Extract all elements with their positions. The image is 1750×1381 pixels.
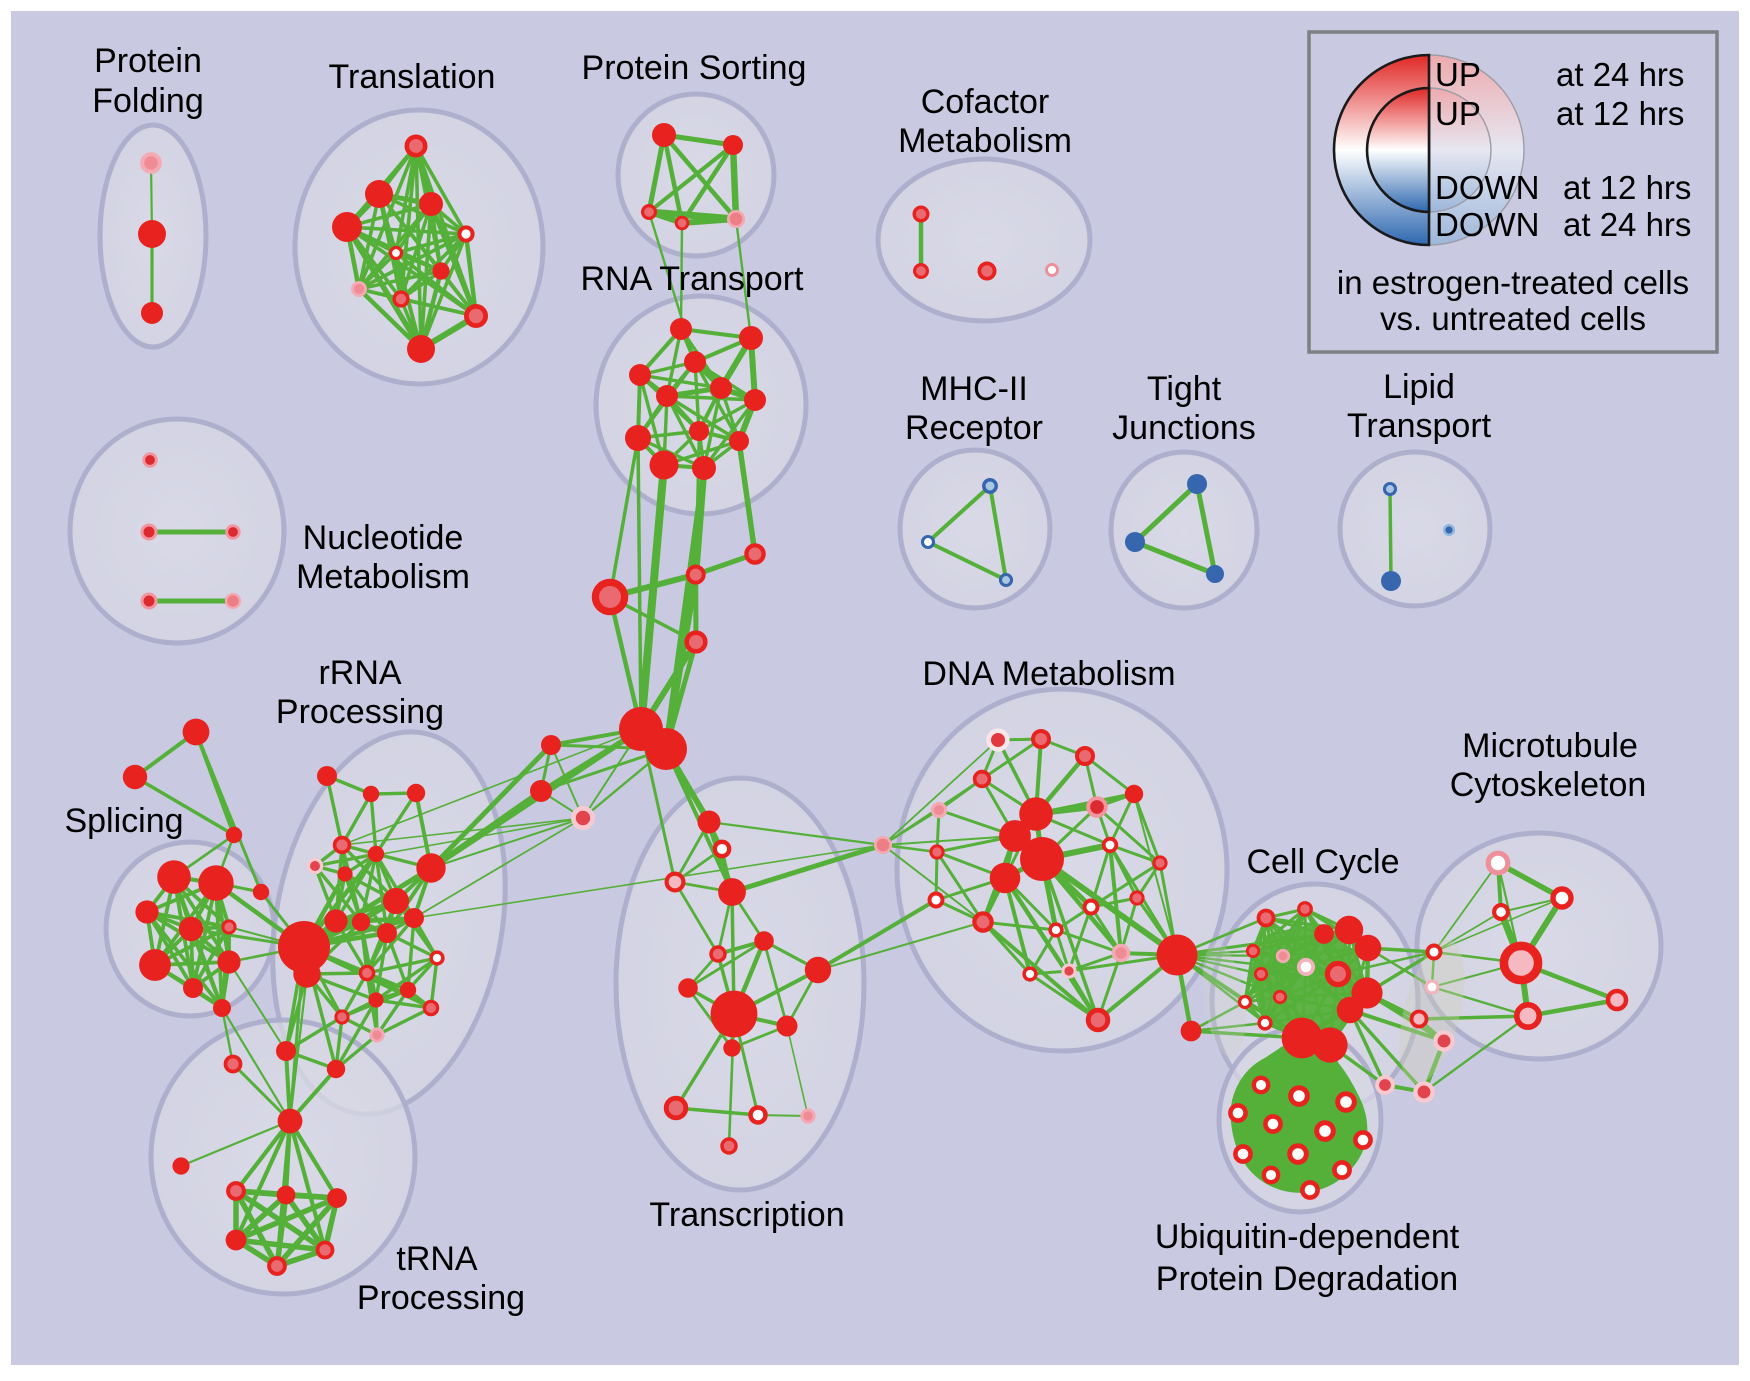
- svg-text:Ubiquitin-dependent: Ubiquitin-dependent: [1155, 1218, 1460, 1256]
- svg-text:DOWN: DOWN: [1435, 169, 1539, 206]
- svg-text:Metabolism: Metabolism: [898, 122, 1072, 160]
- svg-text:at 12 hrs: at 12 hrs: [1556, 95, 1684, 132]
- svg-text:at 24 hrs: at 24 hrs: [1556, 56, 1684, 93]
- svg-text:rRNA: rRNA: [318, 654, 401, 692]
- svg-text:Cofactor: Cofactor: [921, 83, 1050, 121]
- svg-text:Splicing: Splicing: [64, 802, 183, 840]
- svg-text:Cytoskeleton: Cytoskeleton: [1450, 766, 1647, 804]
- svg-text:vs. untreated cells: vs. untreated cells: [1380, 300, 1646, 337]
- svg-text:MHC-II: MHC-II: [920, 370, 1028, 408]
- svg-text:Folding: Folding: [92, 82, 204, 120]
- svg-text:at 24 hrs: at 24 hrs: [1563, 206, 1691, 243]
- svg-text:Metabolism: Metabolism: [296, 558, 470, 596]
- svg-text:at 12 hrs: at 12 hrs: [1563, 169, 1691, 206]
- svg-text:RNA Transport: RNA Transport: [581, 260, 805, 298]
- svg-text:Lipid: Lipid: [1383, 368, 1455, 406]
- svg-text:Tight: Tight: [1147, 370, 1222, 408]
- svg-text:Transport: Transport: [1347, 407, 1492, 445]
- svg-text:Receptor: Receptor: [905, 409, 1043, 447]
- svg-text:Cell Cycle: Cell Cycle: [1246, 843, 1399, 881]
- svg-text:Junctions: Junctions: [1112, 409, 1256, 447]
- svg-text:UP: UP: [1435, 56, 1481, 93]
- svg-text:Processing: Processing: [276, 693, 444, 731]
- svg-text:tRNA: tRNA: [396, 1240, 478, 1278]
- svg-text:UP: UP: [1435, 95, 1481, 132]
- svg-text:Translation: Translation: [329, 58, 496, 96]
- svg-text:Microtubule: Microtubule: [1462, 727, 1638, 765]
- svg-text:in estrogen-treated cells: in estrogen-treated cells: [1337, 264, 1689, 301]
- svg-text:Nucleotide: Nucleotide: [303, 519, 464, 557]
- svg-text:Protein Sorting: Protein Sorting: [582, 49, 807, 87]
- svg-text:DOWN: DOWN: [1435, 206, 1539, 243]
- svg-text:Processing: Processing: [357, 1279, 525, 1317]
- svg-text:Protein: Protein: [94, 42, 202, 80]
- svg-text:DNA Metabolism: DNA Metabolism: [922, 655, 1175, 693]
- svg-text:Transcription: Transcription: [649, 1196, 844, 1234]
- svg-text:Protein Degradation: Protein Degradation: [1156, 1260, 1458, 1298]
